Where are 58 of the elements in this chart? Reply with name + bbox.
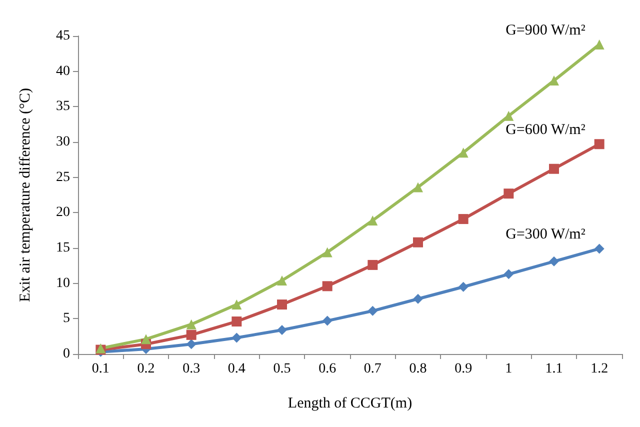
point [232, 300, 242, 310]
point [549, 164, 559, 174]
x-tick-label: 0.2 [137, 362, 155, 376]
y-axis-title: Exit air temperature difference (°C) [18, 88, 34, 302]
point [322, 316, 332, 326]
y-tick-label: 10 [56, 276, 70, 291]
point [413, 237, 423, 248]
series-label: G=300 W/m² [506, 226, 586, 243]
point [458, 282, 468, 292]
y-tick-label: 0 [63, 346, 70, 362]
y-tick-label: 30 [56, 134, 70, 150]
point [232, 332, 242, 343]
point [322, 247, 332, 258]
point [368, 215, 378, 226]
point [594, 244, 604, 254]
y-tick-label: 35 [56, 99, 70, 114]
y-tick-label: 25 [56, 170, 70, 185]
point [549, 76, 559, 86]
point [549, 256, 559, 266]
point [186, 319, 196, 330]
series-label: G=900 W/m² [506, 22, 586, 38]
y-tick-label: 20 [56, 205, 70, 220]
x-tick-label: 1.1 [545, 362, 563, 376]
point [368, 306, 378, 316]
point [504, 188, 514, 199]
y-tick-label: 45 [56, 28, 70, 44]
x-tick-label: 0.4 [228, 362, 246, 376]
y-tick-label: 5 [63, 311, 70, 326]
y-tick-label: 15 [56, 240, 70, 256]
point [277, 324, 287, 335]
series-label: G=600 W/m² [506, 122, 586, 138]
point [368, 260, 378, 270]
x-tick-label: 0.5 [273, 362, 291, 376]
point [413, 294, 423, 304]
point [141, 334, 151, 344]
x-tick-label: 0.8 [409, 362, 427, 376]
x-tick-label: 0.7 [364, 362, 382, 376]
x-tick-label: 0.1 [92, 362, 110, 376]
x-tick-label: 1 [505, 362, 512, 376]
point [504, 269, 514, 280]
point [322, 281, 332, 292]
x-tick-label: 0.9 [454, 362, 472, 376]
point [277, 276, 287, 286]
point [232, 316, 242, 326]
point [458, 148, 468, 158]
point [186, 339, 196, 350]
point [594, 139, 604, 150]
point [458, 214, 468, 224]
point [277, 300, 287, 310]
y-tick-label: 40 [56, 64, 70, 79]
x-tick-label: 1.2 [590, 362, 608, 376]
point [413, 182, 423, 192]
x-tick-label: 0.3 [182, 362, 200, 376]
point [594, 39, 604, 50]
point [186, 330, 196, 340]
x-axis-title: Length of CCGT(m) [288, 396, 412, 412]
point [504, 110, 514, 121]
x-tick-label: 0.6 [318, 362, 336, 376]
